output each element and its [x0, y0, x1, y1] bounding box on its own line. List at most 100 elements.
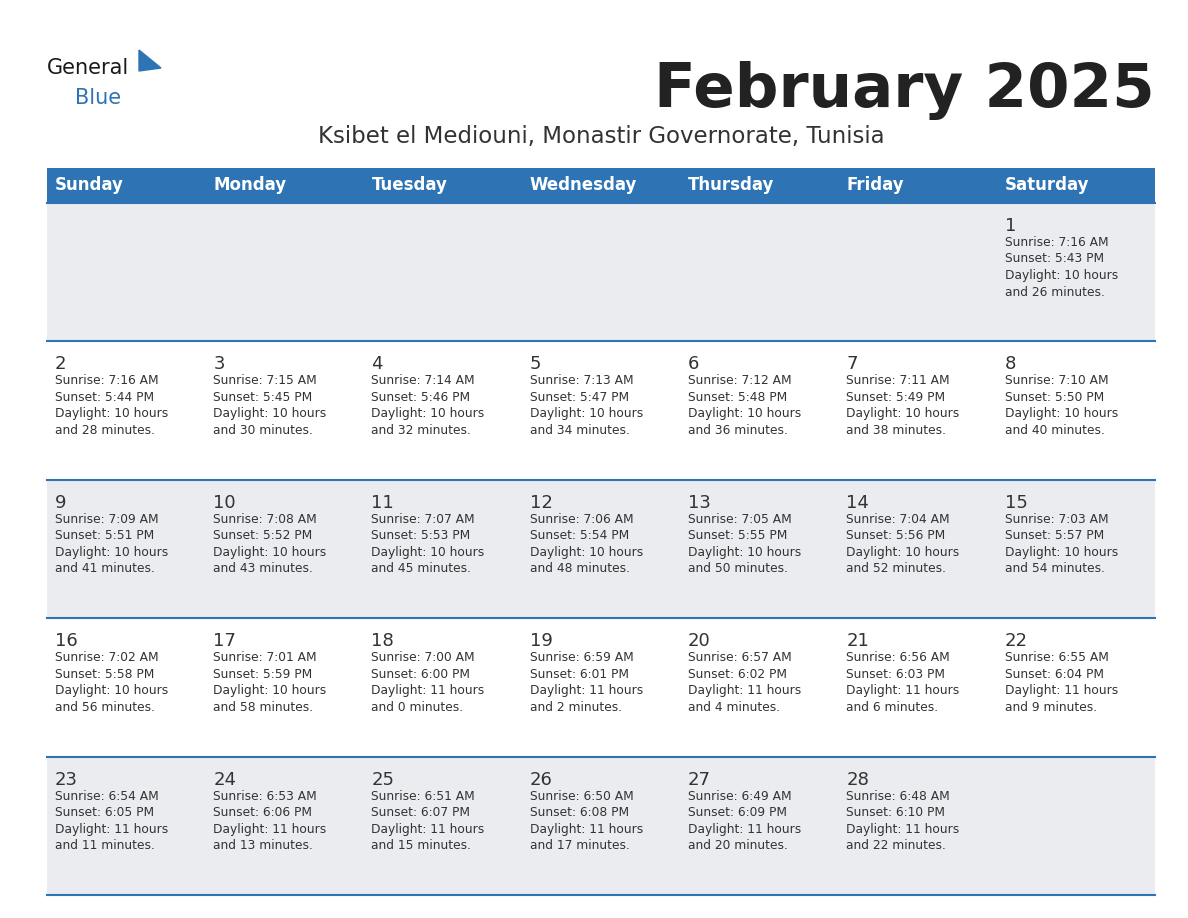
- Text: Sunset: 5:53 PM: Sunset: 5:53 PM: [372, 530, 470, 543]
- Text: Sunset: 6:03 PM: Sunset: 6:03 PM: [846, 667, 946, 681]
- Text: Daylight: 10 hours: Daylight: 10 hours: [213, 546, 327, 559]
- Text: Sunset: 5:58 PM: Sunset: 5:58 PM: [55, 667, 154, 681]
- Text: and 15 minutes.: and 15 minutes.: [372, 839, 472, 852]
- Text: Sunset: 5:59 PM: Sunset: 5:59 PM: [213, 667, 312, 681]
- Text: Daylight: 10 hours: Daylight: 10 hours: [55, 408, 169, 420]
- Text: Sunrise: 6:55 AM: Sunrise: 6:55 AM: [1005, 651, 1108, 665]
- Text: Sunrise: 7:15 AM: Sunrise: 7:15 AM: [213, 375, 317, 387]
- Text: Sunrise: 7:12 AM: Sunrise: 7:12 AM: [688, 375, 791, 387]
- Text: Sunrise: 6:50 AM: Sunrise: 6:50 AM: [530, 789, 633, 802]
- Text: and 40 minutes.: and 40 minutes.: [1005, 424, 1105, 437]
- Text: Daylight: 11 hours: Daylight: 11 hours: [372, 823, 485, 835]
- Text: Sunrise: 7:00 AM: Sunrise: 7:00 AM: [372, 651, 475, 665]
- Text: and 38 minutes.: and 38 minutes.: [846, 424, 947, 437]
- Text: and 28 minutes.: and 28 minutes.: [55, 424, 154, 437]
- Text: Saturday: Saturday: [1005, 176, 1089, 195]
- Text: Daylight: 11 hours: Daylight: 11 hours: [688, 684, 802, 697]
- Text: Sunset: 5:56 PM: Sunset: 5:56 PM: [846, 530, 946, 543]
- Text: Daylight: 10 hours: Daylight: 10 hours: [688, 408, 802, 420]
- Text: Sunset: 5:43 PM: Sunset: 5:43 PM: [1005, 252, 1104, 265]
- FancyBboxPatch shape: [48, 341, 1155, 480]
- Text: and 4 minutes.: and 4 minutes.: [688, 700, 781, 713]
- Text: Daylight: 10 hours: Daylight: 10 hours: [688, 546, 802, 559]
- Text: Sunset: 6:05 PM: Sunset: 6:05 PM: [55, 806, 154, 819]
- Text: Daylight: 10 hours: Daylight: 10 hours: [530, 546, 643, 559]
- Text: and 13 minutes.: and 13 minutes.: [213, 839, 314, 852]
- Text: Sunset: 6:09 PM: Sunset: 6:09 PM: [688, 806, 788, 819]
- Text: and 45 minutes.: and 45 minutes.: [372, 563, 472, 576]
- Text: and 52 minutes.: and 52 minutes.: [846, 563, 947, 576]
- Text: Daylight: 11 hours: Daylight: 11 hours: [530, 823, 643, 835]
- Text: 27: 27: [688, 770, 712, 789]
- Text: Sunset: 6:10 PM: Sunset: 6:10 PM: [846, 806, 946, 819]
- Text: 14: 14: [846, 494, 870, 512]
- Text: Sunset: 6:06 PM: Sunset: 6:06 PM: [213, 806, 312, 819]
- Text: Daylight: 10 hours: Daylight: 10 hours: [1005, 546, 1118, 559]
- Text: Daylight: 10 hours: Daylight: 10 hours: [1005, 408, 1118, 420]
- Text: Sunset: 6:02 PM: Sunset: 6:02 PM: [688, 667, 788, 681]
- Text: 18: 18: [372, 633, 394, 650]
- Text: Sunrise: 7:05 AM: Sunrise: 7:05 AM: [688, 513, 792, 526]
- Text: and 48 minutes.: and 48 minutes.: [530, 563, 630, 576]
- Text: and 22 minutes.: and 22 minutes.: [846, 839, 946, 852]
- Text: Daylight: 10 hours: Daylight: 10 hours: [1005, 269, 1118, 282]
- Text: Sunrise: 7:09 AM: Sunrise: 7:09 AM: [55, 513, 158, 526]
- Text: and 58 minutes.: and 58 minutes.: [213, 700, 314, 713]
- Text: 15: 15: [1005, 494, 1028, 512]
- Text: Sunrise: 7:16 AM: Sunrise: 7:16 AM: [1005, 236, 1108, 249]
- Text: Daylight: 11 hours: Daylight: 11 hours: [846, 684, 960, 697]
- Text: 22: 22: [1005, 633, 1028, 650]
- Text: Sunrise: 7:04 AM: Sunrise: 7:04 AM: [846, 513, 950, 526]
- Text: 28: 28: [846, 770, 870, 789]
- Text: Daylight: 11 hours: Daylight: 11 hours: [55, 823, 169, 835]
- Text: Daylight: 10 hours: Daylight: 10 hours: [55, 684, 169, 697]
- Text: Sunset: 5:54 PM: Sunset: 5:54 PM: [530, 530, 628, 543]
- Polygon shape: [139, 50, 162, 71]
- Text: Sunrise: 7:07 AM: Sunrise: 7:07 AM: [372, 513, 475, 526]
- Text: Sunrise: 7:02 AM: Sunrise: 7:02 AM: [55, 651, 158, 665]
- Text: Sunset: 6:01 PM: Sunset: 6:01 PM: [530, 667, 628, 681]
- Text: Daylight: 10 hours: Daylight: 10 hours: [530, 408, 643, 420]
- Text: 12: 12: [530, 494, 552, 512]
- Text: General: General: [48, 58, 129, 78]
- Text: Sunrise: 6:53 AM: Sunrise: 6:53 AM: [213, 789, 317, 802]
- Text: Sunrise: 7:14 AM: Sunrise: 7:14 AM: [372, 375, 475, 387]
- Text: Sunrise: 6:51 AM: Sunrise: 6:51 AM: [372, 789, 475, 802]
- Text: Daylight: 11 hours: Daylight: 11 hours: [688, 823, 802, 835]
- Text: and 9 minutes.: and 9 minutes.: [1005, 700, 1097, 713]
- Text: February 2025: February 2025: [655, 61, 1155, 119]
- Text: and 17 minutes.: and 17 minutes.: [530, 839, 630, 852]
- Text: Daylight: 11 hours: Daylight: 11 hours: [846, 823, 960, 835]
- Text: 21: 21: [846, 633, 870, 650]
- Text: 20: 20: [688, 633, 710, 650]
- Text: 6: 6: [688, 355, 700, 374]
- Text: 24: 24: [213, 770, 236, 789]
- FancyBboxPatch shape: [48, 168, 1155, 203]
- Text: Daylight: 10 hours: Daylight: 10 hours: [213, 684, 327, 697]
- Text: Sunrise: 6:48 AM: Sunrise: 6:48 AM: [846, 789, 950, 802]
- Text: Daylight: 10 hours: Daylight: 10 hours: [213, 408, 327, 420]
- FancyBboxPatch shape: [48, 480, 1155, 618]
- Text: Sunset: 5:48 PM: Sunset: 5:48 PM: [688, 391, 788, 404]
- Text: and 26 minutes.: and 26 minutes.: [1005, 285, 1105, 298]
- Text: Sunset: 6:07 PM: Sunset: 6:07 PM: [372, 806, 470, 819]
- Text: Sunrise: 6:56 AM: Sunrise: 6:56 AM: [846, 651, 950, 665]
- Text: Monday: Monday: [213, 176, 286, 195]
- Text: 9: 9: [55, 494, 67, 512]
- Text: 7: 7: [846, 355, 858, 374]
- Text: Sunrise: 6:57 AM: Sunrise: 6:57 AM: [688, 651, 792, 665]
- Text: Sunset: 6:04 PM: Sunset: 6:04 PM: [1005, 667, 1104, 681]
- Text: Sunset: 5:52 PM: Sunset: 5:52 PM: [213, 530, 312, 543]
- Text: Ksibet el Mediouni, Monastir Governorate, Tunisia: Ksibet el Mediouni, Monastir Governorate…: [317, 126, 884, 149]
- Text: 16: 16: [55, 633, 77, 650]
- Text: and 43 minutes.: and 43 minutes.: [213, 563, 314, 576]
- Text: and 6 minutes.: and 6 minutes.: [846, 700, 939, 713]
- Text: 11: 11: [372, 494, 394, 512]
- Text: Sunset: 5:55 PM: Sunset: 5:55 PM: [688, 530, 788, 543]
- Text: Sunset: 5:47 PM: Sunset: 5:47 PM: [530, 391, 628, 404]
- Text: and 20 minutes.: and 20 minutes.: [688, 839, 788, 852]
- Text: Daylight: 11 hours: Daylight: 11 hours: [372, 684, 485, 697]
- Text: 1: 1: [1005, 217, 1016, 235]
- Text: 2: 2: [55, 355, 67, 374]
- Text: Sunday: Sunday: [55, 176, 124, 195]
